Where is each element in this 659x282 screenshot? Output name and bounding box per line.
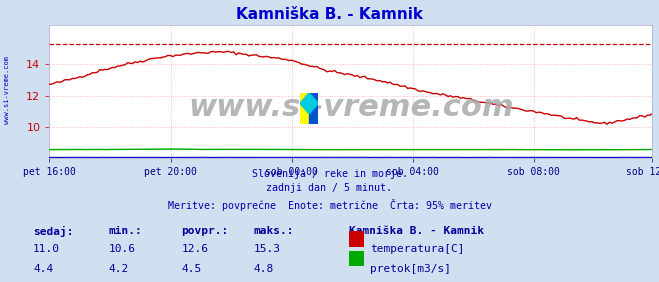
Text: www.si-vreme.com: www.si-vreme.com bbox=[188, 93, 514, 122]
Text: sedaj:: sedaj: bbox=[33, 226, 73, 237]
Text: pretok[m3/s]: pretok[m3/s] bbox=[370, 264, 451, 274]
Text: povpr.:: povpr.: bbox=[181, 226, 229, 235]
Text: 4.5: 4.5 bbox=[181, 264, 202, 274]
Text: min.:: min.: bbox=[109, 226, 142, 235]
Text: Kamniška B. - Kamnik: Kamniška B. - Kamnik bbox=[349, 226, 484, 235]
Polygon shape bbox=[300, 93, 309, 124]
Polygon shape bbox=[309, 93, 318, 124]
Text: 4.8: 4.8 bbox=[254, 264, 274, 274]
Text: Kamniška B. - Kamnik: Kamniška B. - Kamnik bbox=[236, 7, 423, 22]
Text: 4.2: 4.2 bbox=[109, 264, 129, 274]
Text: Slovenija / reke in morje.: Slovenija / reke in morje. bbox=[252, 169, 407, 179]
Text: 11.0: 11.0 bbox=[33, 244, 60, 254]
Text: 4.4: 4.4 bbox=[33, 264, 53, 274]
Text: temperatura[C]: temperatura[C] bbox=[370, 244, 465, 254]
Text: 10.6: 10.6 bbox=[109, 244, 136, 254]
Text: 12.6: 12.6 bbox=[181, 244, 208, 254]
Text: zadnji dan / 5 minut.: zadnji dan / 5 minut. bbox=[266, 183, 393, 193]
Polygon shape bbox=[300, 93, 318, 114]
Text: Meritve: povprečne  Enote: metrične  Črta: 95% meritev: Meritve: povprečne Enote: metrične Črta:… bbox=[167, 199, 492, 211]
Text: 15.3: 15.3 bbox=[254, 244, 281, 254]
Text: www.si-vreme.com: www.si-vreme.com bbox=[3, 56, 10, 124]
Text: maks.:: maks.: bbox=[254, 226, 294, 235]
